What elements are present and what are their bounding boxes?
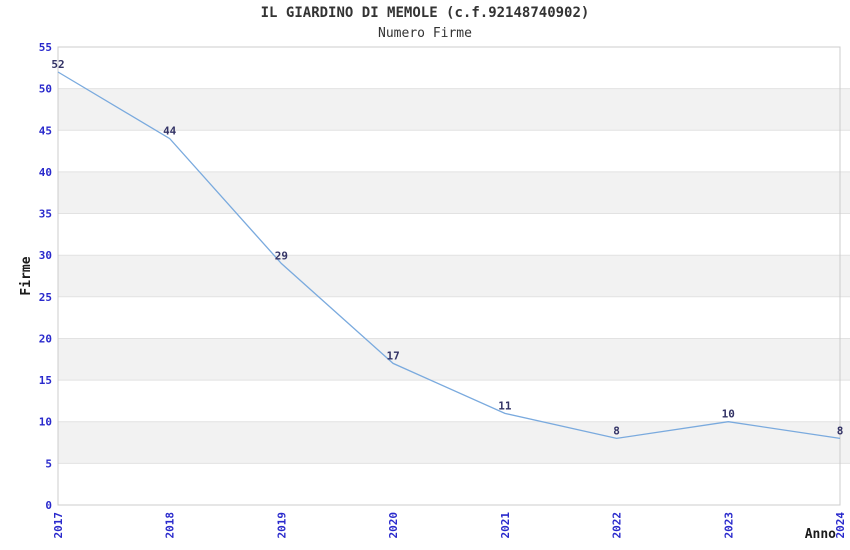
plot-band <box>58 88 850 131</box>
plot-band <box>58 171 850 214</box>
x-tick-label: 2022 <box>611 512 624 539</box>
y-tick-label: 10 <box>39 416 52 429</box>
data-label: 44 <box>163 125 177 138</box>
y-tick-label: 40 <box>39 166 52 179</box>
x-tick-label: 2024 <box>834 512 847 539</box>
y-tick-label: 25 <box>39 291 52 304</box>
y-tick-label: 35 <box>39 208 52 221</box>
plot-band <box>58 338 850 381</box>
y-tick-label: 20 <box>39 333 52 346</box>
plot-border <box>57 46 841 506</box>
firme-series-line <box>57 71 841 440</box>
x-tick-label: 2021 <box>499 512 512 539</box>
y-tick-label: 0 <box>45 499 52 512</box>
x-axis-title: Anno <box>805 527 836 542</box>
x-tick-label: 2019 <box>275 512 288 539</box>
data-label: 8 <box>613 424 620 437</box>
x-tick-label: 2018 <box>164 512 177 539</box>
data-label: 52 <box>51 58 64 71</box>
x-tick-label: 2020 <box>387 512 400 539</box>
y-tick-label: 55 <box>39 41 52 54</box>
y-tick-label: 5 <box>45 457 52 470</box>
data-label: 17 <box>386 349 399 362</box>
chart-subtitle: Numero Firme <box>378 26 472 41</box>
plot-band <box>58 255 850 297</box>
data-label: 29 <box>275 250 288 263</box>
plot-band <box>58 421 850 464</box>
y-tick-label: 15 <box>39 374 52 387</box>
y-tick-label: 45 <box>39 124 52 137</box>
data-label: 8 <box>837 424 844 437</box>
data-label: 11 <box>498 399 512 412</box>
y-axis-title: Firme <box>19 256 34 295</box>
y-tick-label: 30 <box>39 249 52 262</box>
y-tick-label: 50 <box>39 83 52 96</box>
data-label: 10 <box>722 408 735 421</box>
x-tick-label: 2017 <box>52 512 65 539</box>
x-tick-label: 2023 <box>722 512 735 539</box>
chart-title: IL GIARDINO DI MEMOLE (c.f.92148740902) <box>260 5 590 21</box>
